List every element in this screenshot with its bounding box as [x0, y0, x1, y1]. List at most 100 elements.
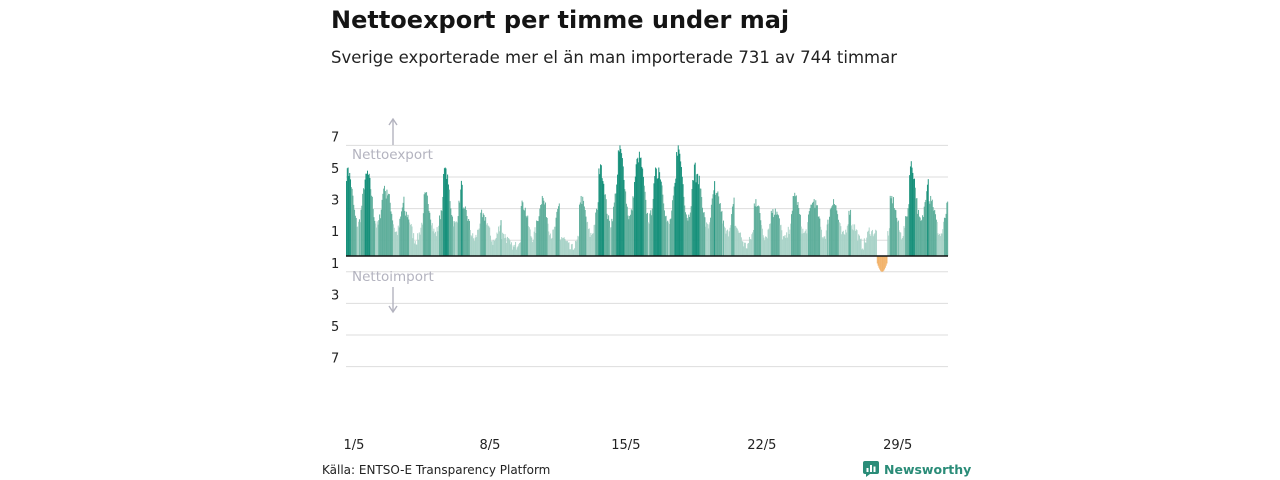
hour-bar — [947, 201, 949, 256]
hour-bar — [368, 173, 370, 256]
source-note: Källa: ENTSO-E Transparency Platform — [322, 463, 551, 477]
hour-bar — [597, 202, 599, 256]
hour-bar — [605, 199, 607, 256]
hour-bar — [439, 219, 441, 256]
hour-bar — [452, 216, 453, 256]
y-tick-label: 5 — [331, 320, 339, 335]
hour-bar — [884, 256, 886, 268]
hour-bar — [946, 202, 948, 256]
hour-bar — [642, 168, 644, 256]
hour-bar — [820, 229, 822, 256]
hour-bar — [425, 192, 427, 256]
hour-bar — [880, 256, 881, 271]
hour-bar — [726, 230, 728, 256]
hour-bar — [842, 230, 844, 256]
hour-bar — [719, 203, 720, 256]
hour-bar — [936, 221, 938, 256]
hour-bar — [359, 222, 361, 256]
hour-bar — [759, 213, 761, 256]
hour-bar — [837, 219, 839, 256]
hour-bar — [403, 196, 405, 256]
hour-bar — [918, 209, 920, 256]
hour-bar — [634, 176, 636, 256]
hour-bar — [843, 233, 845, 256]
hour-bar — [913, 179, 915, 256]
hour-bar — [418, 232, 420, 256]
hour-bar — [557, 208, 559, 256]
hour-bar — [900, 232, 902, 256]
hour-bar — [620, 148, 622, 256]
hour-bar — [428, 210, 430, 256]
hour-bar — [636, 158, 638, 256]
hour-bar — [543, 200, 545, 256]
hour-bar — [778, 215, 780, 256]
hour-bar — [528, 226, 530, 256]
y-tick-label: 5 — [331, 162, 339, 177]
hour-bar — [619, 145, 621, 256]
hour-bar — [712, 194, 714, 256]
hour-bar — [650, 210, 652, 256]
hour-bar — [419, 234, 421, 256]
hour-bar — [384, 191, 386, 256]
hour-bar — [802, 228, 804, 256]
hour-bar — [846, 232, 848, 256]
hour-bar — [503, 238, 505, 256]
hour-bar — [417, 233, 419, 256]
hour-bar — [944, 217, 946, 256]
hour-bar — [485, 217, 487, 256]
hour-bar — [440, 210, 442, 256]
hour-bar — [545, 217, 547, 256]
hour-bar — [441, 210, 443, 256]
hour-bar — [909, 175, 911, 256]
hour-bar — [621, 158, 623, 256]
hour-bar — [443, 168, 445, 256]
hour-bar — [902, 236, 904, 256]
hour-bar — [911, 167, 913, 256]
hour-bar — [579, 202, 581, 256]
hour-bar — [610, 227, 612, 256]
hour-bar — [645, 199, 647, 256]
hour-bar — [664, 216, 666, 256]
hour-bar — [818, 216, 820, 256]
hour-bar — [879, 256, 881, 270]
hour-bar — [660, 181, 662, 256]
hour-bar — [901, 239, 903, 256]
hour-bar — [652, 198, 654, 256]
hour-bar — [673, 186, 675, 256]
hour-bar — [498, 231, 500, 256]
hour-bar — [394, 231, 396, 256]
hour-bar — [845, 229, 847, 256]
hour-bar — [683, 196, 685, 256]
hour-bar — [508, 238, 510, 256]
hour-bar — [631, 210, 633, 256]
hour-bar — [738, 232, 740, 256]
hour-bar — [825, 238, 826, 256]
hour-bar — [693, 180, 695, 256]
hour-bar — [753, 203, 755, 256]
hour-bar — [764, 240, 766, 256]
hour-bar — [688, 214, 690, 256]
hour-bar — [435, 231, 436, 256]
hour-bar — [596, 209, 598, 256]
annotations: Nettoexport Nettoimport — [352, 117, 434, 314]
hour-bar — [868, 227, 870, 256]
hour-bar — [613, 202, 615, 256]
hour-bar — [904, 227, 906, 256]
hourly-bars — [346, 145, 949, 272]
hour-bar — [589, 236, 591, 256]
hour-bar — [795, 196, 797, 256]
hour-bar — [449, 201, 451, 256]
hour-bar — [784, 235, 786, 256]
hour-bar — [346, 168, 348, 256]
hour-bar — [346, 181, 347, 256]
hour-bar — [400, 216, 402, 256]
hour-bar — [408, 219, 410, 256]
hour-bar — [869, 234, 871, 256]
hour-bar — [817, 216, 819, 256]
hour-bar — [686, 217, 688, 256]
hour-bar — [676, 155, 678, 256]
x-tick-label: 1/5 — [344, 438, 365, 453]
hour-bar — [574, 240, 576, 256]
hour-bar — [554, 226, 556, 256]
newsworthy-logo[interactable]: Newsworthy — [863, 461, 971, 477]
